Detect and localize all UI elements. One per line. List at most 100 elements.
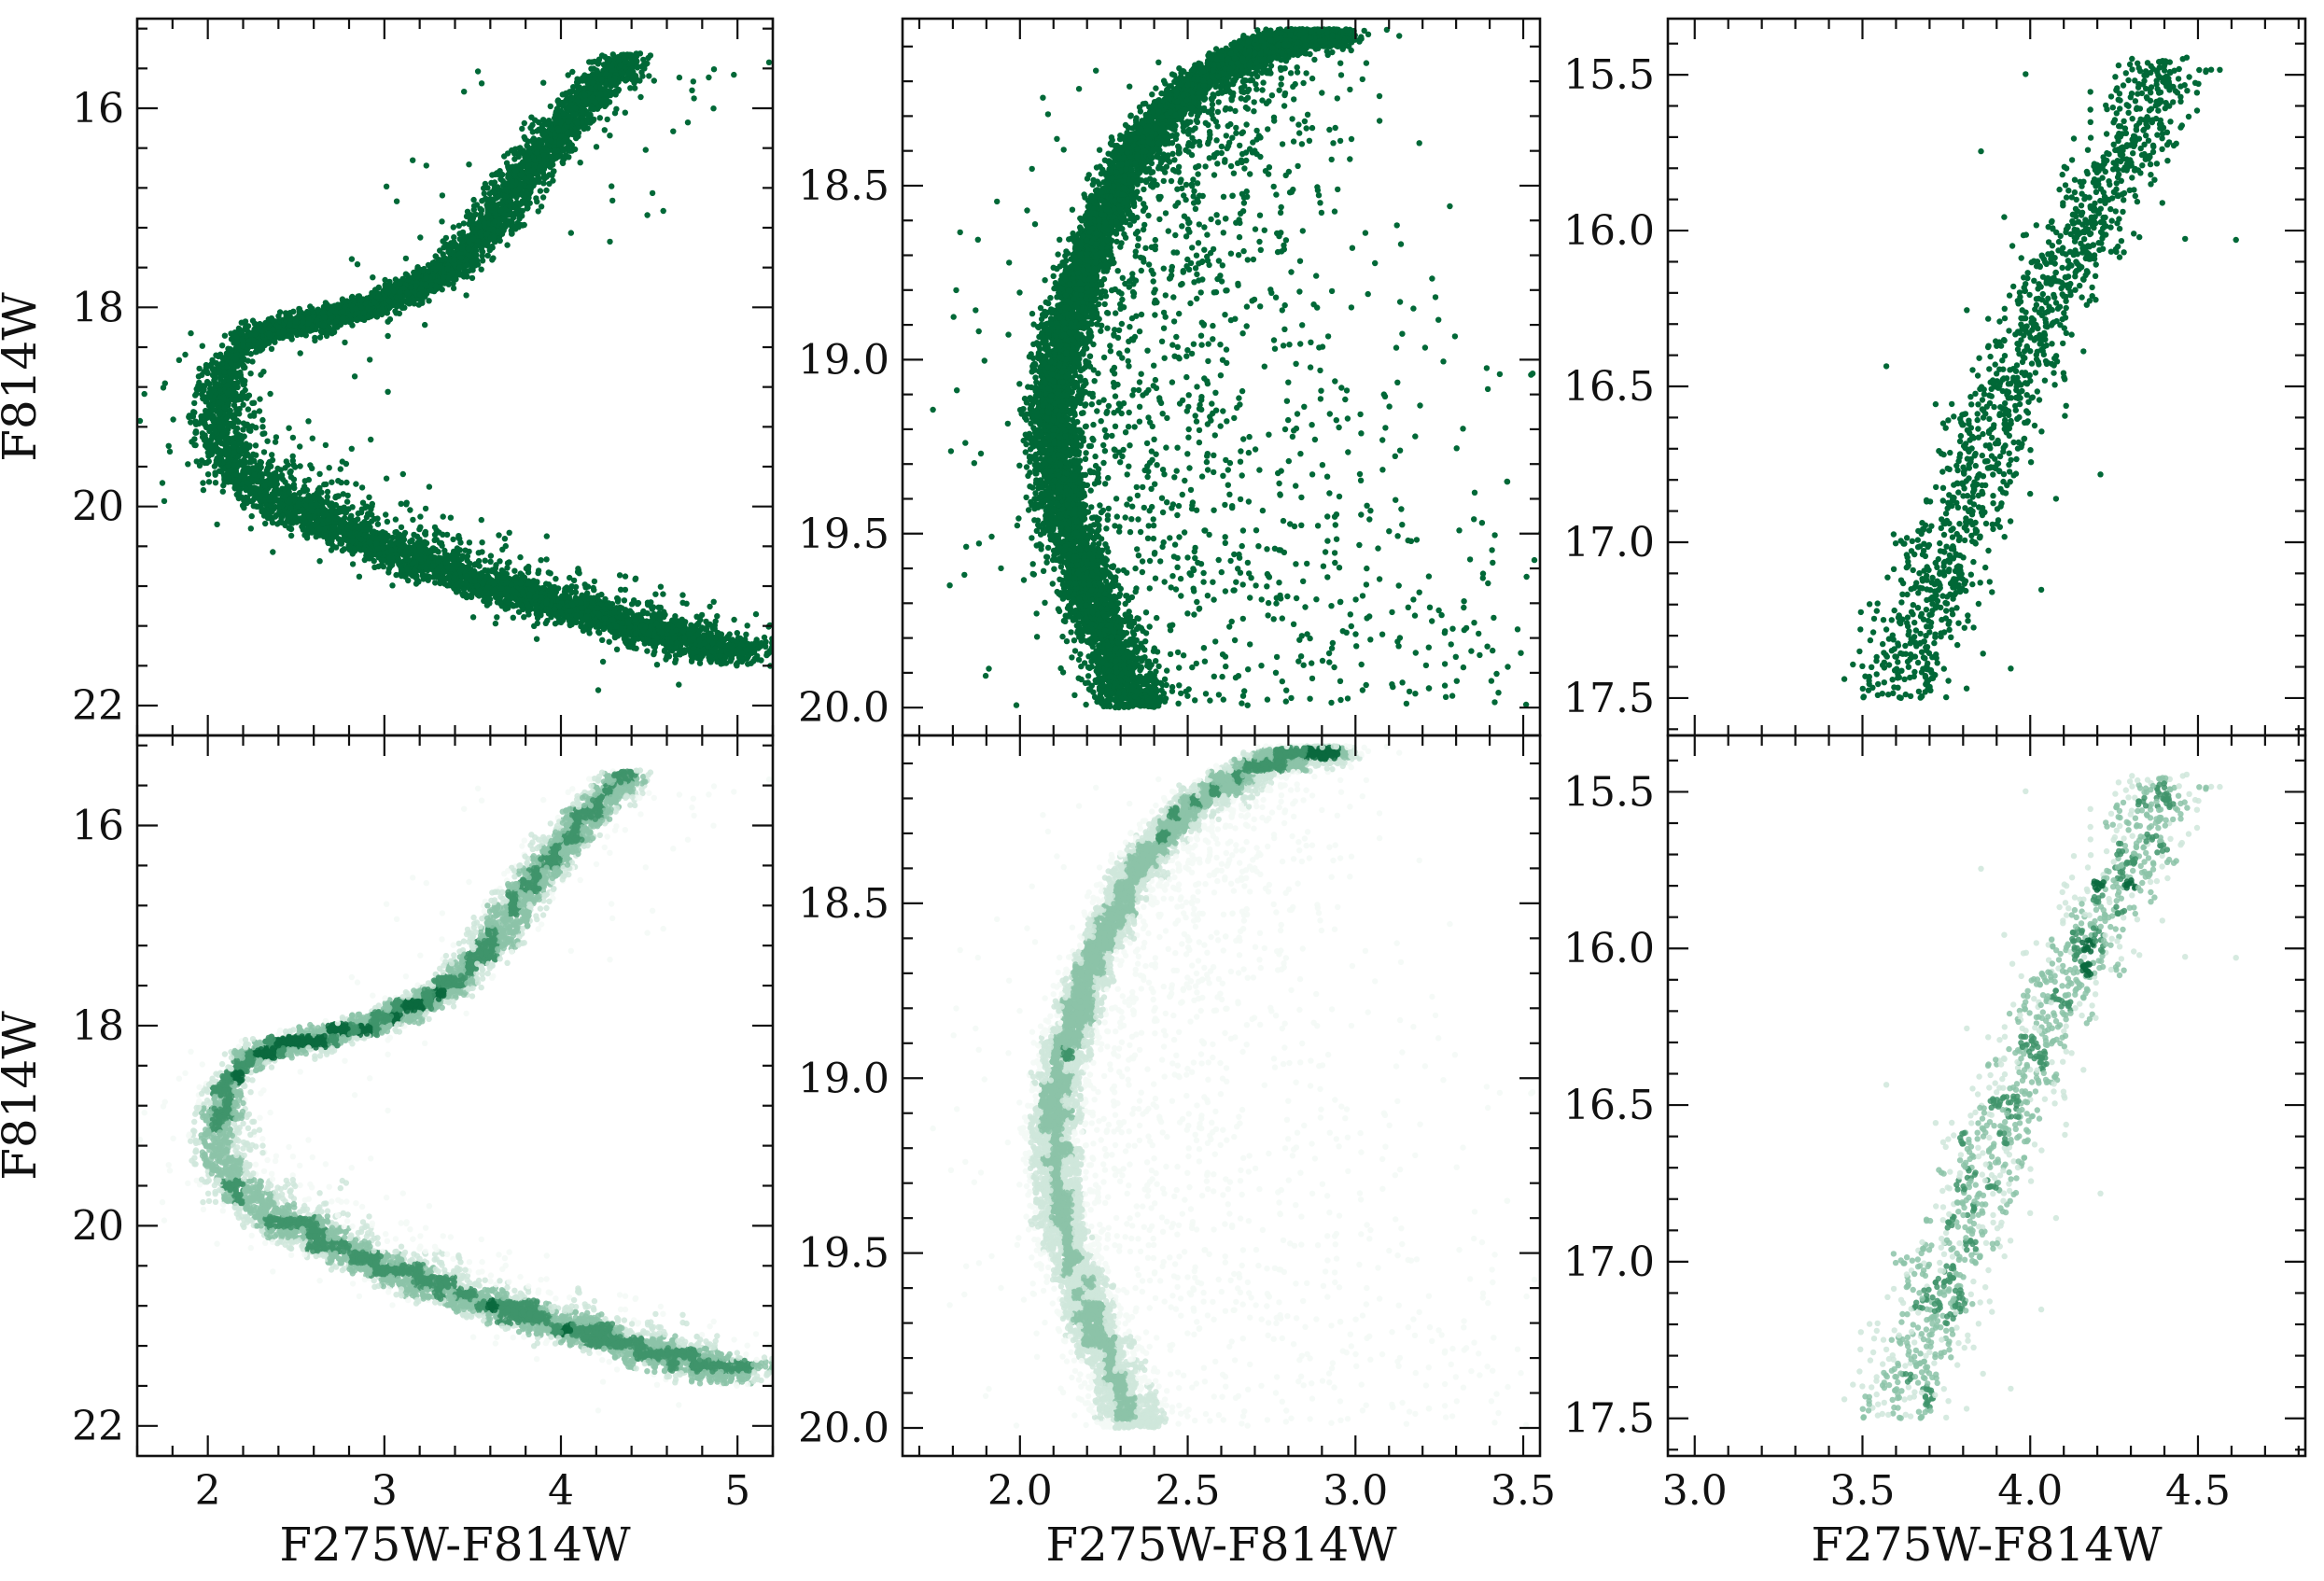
point: [734, 630, 740, 637]
point: [504, 565, 511, 571]
point: [773, 654, 778, 660]
point: [287, 532, 295, 539]
point: [763, 643, 769, 651]
point: [470, 206, 477, 213]
point: [563, 91, 569, 97]
point: [374, 521, 382, 527]
point: [808, 640, 814, 646]
point: [451, 234, 457, 241]
point: [473, 252, 480, 259]
point: [538, 203, 545, 210]
point: [247, 371, 254, 377]
point: [301, 488, 307, 495]
point: [627, 85, 634, 91]
point: [210, 413, 217, 420]
point: [475, 550, 482, 556]
point: [567, 574, 573, 581]
point: [188, 419, 194, 426]
point: [201, 386, 207, 393]
point: [324, 494, 330, 500]
point: [392, 516, 399, 523]
point: [596, 115, 603, 121]
point: [637, 77, 643, 84]
point: [470, 196, 477, 203]
point: [457, 539, 464, 546]
point: [547, 103, 553, 110]
point: [340, 491, 346, 497]
point: [314, 489, 321, 497]
point: [511, 567, 518, 574]
point: [432, 580, 439, 586]
point: [525, 611, 532, 618]
point: [246, 459, 253, 466]
point: [602, 595, 609, 603]
point: [440, 513, 446, 520]
point: [484, 252, 491, 259]
point: [398, 524, 405, 531]
point: [252, 349, 259, 356]
point: [469, 274, 476, 282]
point: [204, 471, 212, 478]
point: [316, 470, 323, 477]
point: [272, 439, 279, 445]
point: [359, 499, 367, 506]
point: [282, 310, 289, 316]
point: [601, 127, 608, 133]
point: [235, 325, 243, 332]
point: [450, 280, 456, 287]
point: [548, 614, 554, 621]
point: [200, 480, 206, 486]
point: [196, 365, 203, 372]
point: [590, 584, 596, 592]
point: [287, 310, 293, 316]
point: [375, 284, 382, 291]
point: [651, 649, 658, 655]
point: [410, 516, 416, 524]
point: [286, 525, 292, 531]
point: [415, 301, 422, 308]
point: [521, 221, 527, 229]
point: [780, 633, 786, 638]
point: [337, 466, 343, 472]
point: [433, 537, 440, 543]
point: [567, 587, 574, 594]
point: [252, 442, 259, 449]
point: [322, 441, 329, 449]
point: [545, 569, 552, 576]
point: [628, 601, 636, 608]
point: [652, 591, 659, 597]
point: [329, 479, 335, 485]
point: [579, 114, 586, 120]
point: [543, 187, 550, 194]
point: [519, 125, 525, 133]
point: [711, 623, 718, 631]
point: [775, 650, 780, 655]
point: [481, 190, 487, 197]
point: [640, 56, 647, 63]
point: [405, 577, 412, 584]
point: [478, 516, 484, 524]
point: [535, 208, 541, 215]
point: [491, 196, 497, 203]
point: [307, 303, 314, 310]
point: [509, 231, 515, 237]
point: [743, 631, 749, 637]
point: [591, 578, 598, 585]
point: [400, 532, 407, 539]
point: [543, 533, 550, 539]
point: [231, 402, 238, 409]
point: [268, 345, 275, 352]
point: [269, 456, 276, 464]
point: [217, 373, 224, 380]
point: [527, 124, 534, 132]
point: [632, 85, 638, 91]
point: [622, 573, 629, 580]
point: [661, 609, 667, 615]
point: [212, 480, 219, 486]
point: [487, 558, 494, 565]
point: [358, 484, 366, 491]
point: [240, 420, 247, 427]
point: [616, 572, 623, 579]
point: [567, 89, 574, 95]
